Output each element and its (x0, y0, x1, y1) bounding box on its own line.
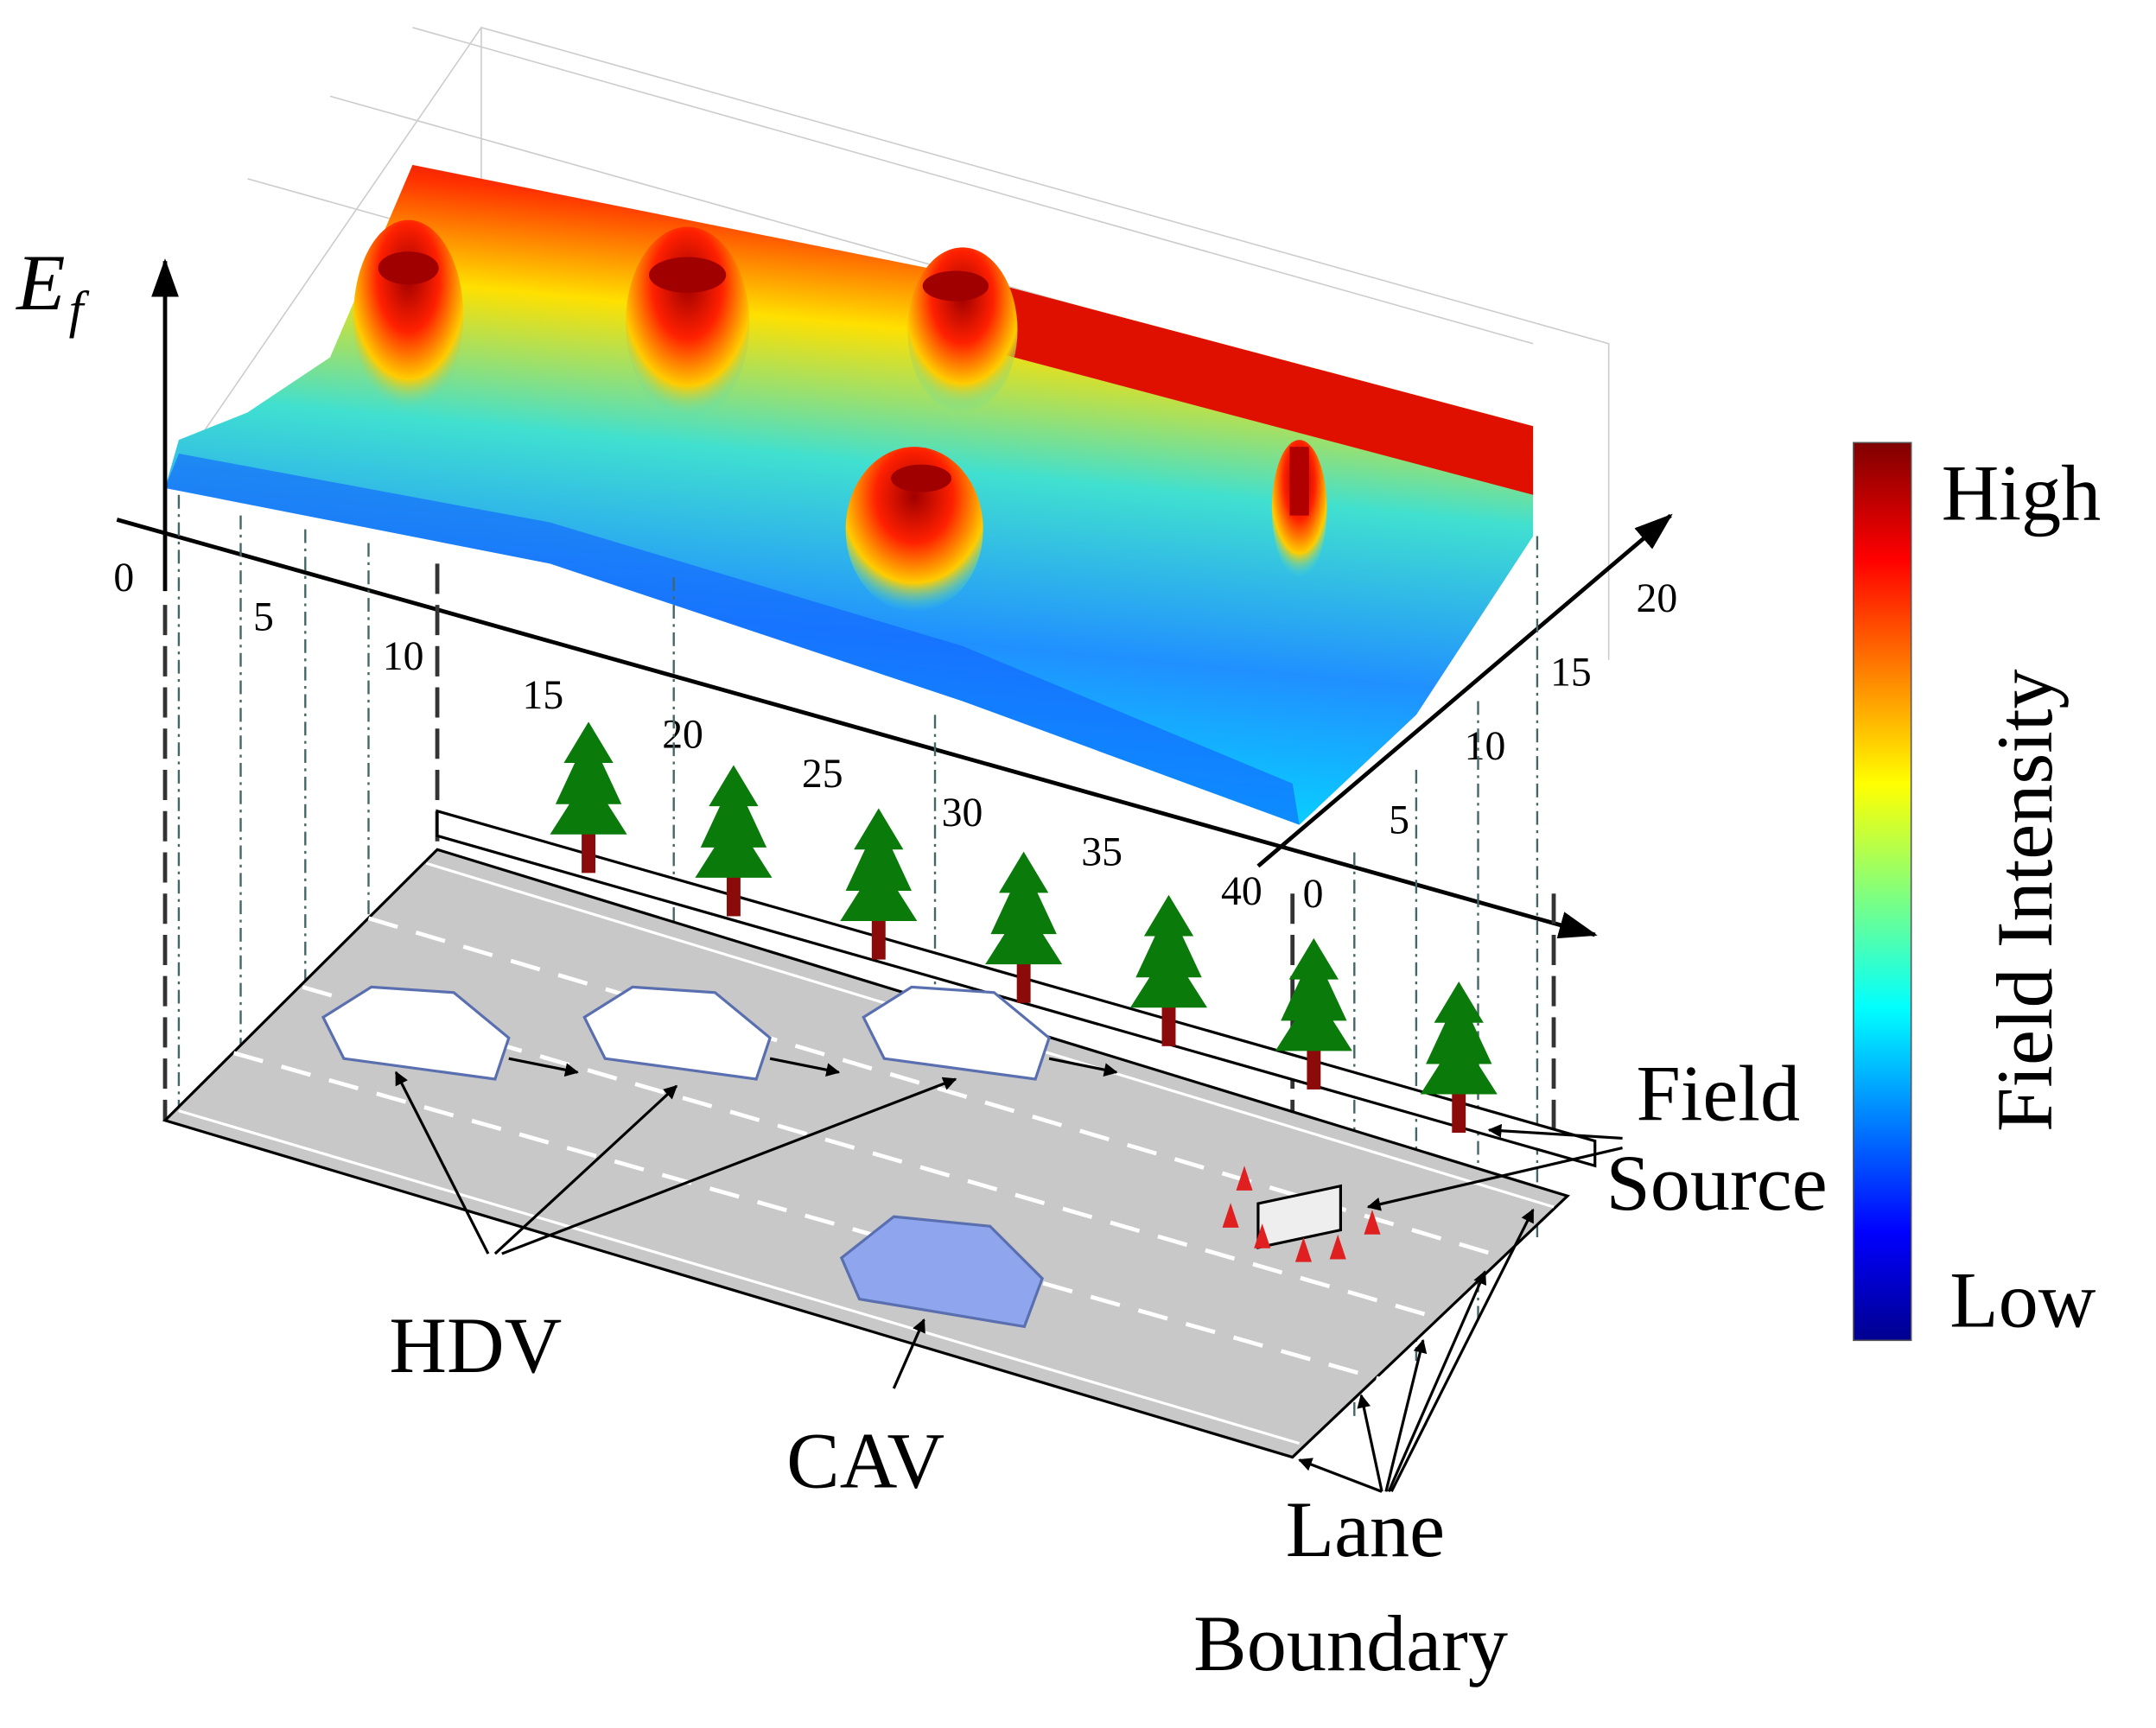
x-tick-label: 0 (113, 555, 134, 600)
label-hdv: HDV (389, 1301, 562, 1389)
label-cav: CAV (786, 1417, 944, 1505)
x-tick-label: 25 (802, 751, 843, 797)
x-tick-label: 20 (662, 712, 703, 758)
cars (321, 985, 1051, 1329)
y-tick-label: 20 (1636, 575, 1677, 621)
x-tick-label: 35 (1081, 829, 1123, 875)
tree-trunk (582, 831, 596, 874)
label-source: Source (1606, 1139, 1827, 1227)
field-surface (165, 164, 1534, 825)
tree-trunk (1016, 961, 1031, 1003)
cones (1222, 1166, 1381, 1262)
colorbar-high: High (1942, 448, 2102, 537)
tree-trunk (871, 918, 886, 960)
tree-crown (1129, 894, 1208, 1008)
label-field: Field (1636, 1050, 1800, 1138)
label-lane: Lane (1286, 1485, 1445, 1573)
y-tick-label: 0 (1303, 871, 1324, 917)
annotation-arrows (394, 1057, 1623, 1493)
x-tick-label: 15 (523, 672, 564, 718)
colorbar-low: Low (1949, 1255, 2096, 1344)
x-tick-label: 5 (253, 594, 274, 640)
tree-crown (550, 721, 627, 835)
y-tick-label: 5 (1389, 797, 1409, 843)
tree-crown (1420, 982, 1498, 1095)
tree-crown (840, 808, 918, 922)
tree-crown (1275, 937, 1352, 1051)
axes (116, 258, 1673, 939)
tree-trunk (1307, 1048, 1321, 1090)
y-tick-label: 15 (1550, 650, 1592, 696)
x-tick-label: 40 (1221, 868, 1262, 914)
axis-label-sub: f (69, 282, 90, 340)
x-tick-label: 30 (942, 790, 983, 835)
obstacle (1256, 1184, 1342, 1249)
tree-trunk (1452, 1091, 1466, 1134)
tree-trunk (1161, 1005, 1176, 1046)
colorbar-title: Field Intensity (1981, 669, 2069, 1132)
colorbar (1853, 442, 1912, 1342)
trees (550, 721, 1498, 1134)
x-tick-label: 10 (383, 633, 424, 679)
y-tick-label: 10 (1465, 723, 1506, 769)
tree-trunk (726, 874, 741, 917)
tree-crown (695, 765, 773, 878)
label-boundary: Boundary (1193, 1599, 1508, 1687)
tree-crown (985, 851, 1063, 965)
axis-label: E (15, 238, 65, 327)
tick-labels: 0 5 10 15 20 25 30 35 40 0 5 10 15 20 (113, 555, 1677, 917)
